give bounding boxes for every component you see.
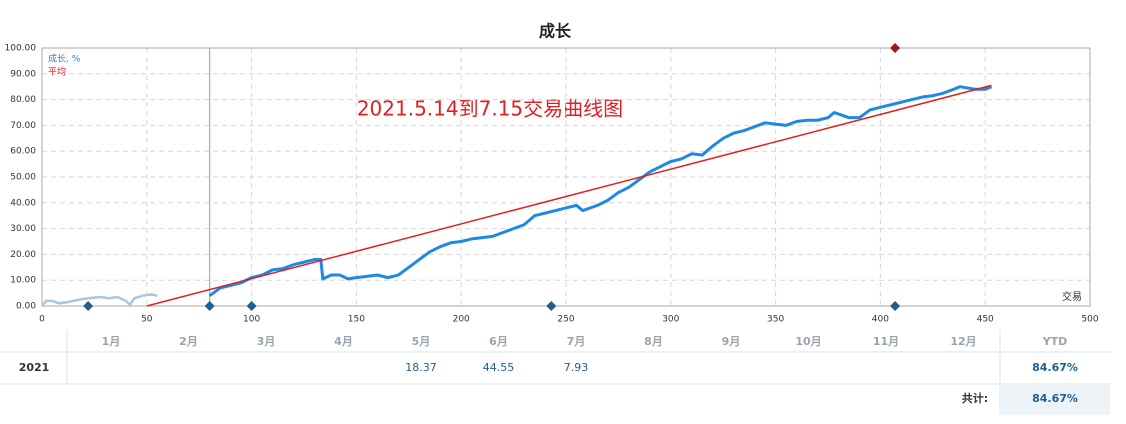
column-header: 6月 xyxy=(489,335,508,348)
x-tick-label: 200 xyxy=(453,315,470,325)
chart-title: 成长 xyxy=(539,22,572,41)
event-marker xyxy=(246,301,257,311)
table-cell: 84.67% xyxy=(1032,361,1078,374)
x-tick-label: 0 xyxy=(39,315,45,325)
legend-label: 成长, % xyxy=(48,53,81,65)
column-header: 4月 xyxy=(334,335,353,348)
x-tick-label: 50 xyxy=(141,315,153,325)
y-tick-label: 50.00 xyxy=(10,173,36,183)
column-header: YTD xyxy=(1042,335,1068,348)
column-header: 5月 xyxy=(412,335,431,348)
column-header: 11月 xyxy=(873,335,899,348)
x-axis-label: 交易 xyxy=(1062,290,1082,303)
y-tick-label: 20.00 xyxy=(10,250,36,260)
event-marker xyxy=(546,301,557,311)
legend-label: 平均 xyxy=(48,66,66,78)
series-line xyxy=(41,293,158,307)
table-cell: 7.93 xyxy=(564,361,589,374)
y-tick-label: 30.00 xyxy=(10,224,36,234)
table-cell: 18.37 xyxy=(405,361,437,374)
x-tick-label: 450 xyxy=(977,315,994,325)
y-tick-label: 80.00 xyxy=(10,95,36,105)
event-marker xyxy=(204,301,215,311)
series-line xyxy=(146,84,992,307)
y-tick-label: 60.00 xyxy=(10,147,36,157)
x-tick-label: 500 xyxy=(1081,315,1098,325)
table-cell: 44.55 xyxy=(483,361,515,374)
column-header: 3月 xyxy=(257,335,276,348)
y-tick-label: 10.00 xyxy=(10,276,36,286)
event-marker xyxy=(83,301,94,311)
y-tick-label: 0.00 xyxy=(16,302,36,312)
y-tick-label: 40.00 xyxy=(10,198,36,208)
column-header: 8月 xyxy=(644,335,663,348)
annotation: 2021.5.14到7.15交易曲线图 xyxy=(357,97,623,121)
total-label: 共计: xyxy=(962,391,988,405)
x-tick-label: 350 xyxy=(767,315,784,325)
event-marker xyxy=(890,43,901,53)
column-header: 9月 xyxy=(722,335,741,348)
column-header: 2月 xyxy=(179,335,198,348)
y-tick-label: 100.00 xyxy=(5,44,37,54)
x-tick-label: 100 xyxy=(243,315,260,325)
column-header: 7月 xyxy=(567,335,586,348)
series-line xyxy=(208,85,993,297)
x-tick-label: 250 xyxy=(557,315,574,325)
row-label: 2021 xyxy=(19,361,50,374)
x-tick-label: 150 xyxy=(348,315,365,325)
y-tick-label: 70.00 xyxy=(10,121,36,131)
plot xyxy=(41,47,1091,307)
column-header: 1月 xyxy=(102,335,121,348)
column-header: 12月 xyxy=(950,335,976,348)
total-cell xyxy=(1000,385,1110,415)
x-tick-label: 400 xyxy=(872,315,889,325)
event-marker xyxy=(890,301,901,311)
x-tick-label: 300 xyxy=(662,315,679,325)
y-tick-label: 90.00 xyxy=(10,69,36,79)
total-value: 84.67% xyxy=(1032,392,1078,405)
column-header: 10月 xyxy=(795,335,821,348)
plot-border xyxy=(41,47,1091,307)
